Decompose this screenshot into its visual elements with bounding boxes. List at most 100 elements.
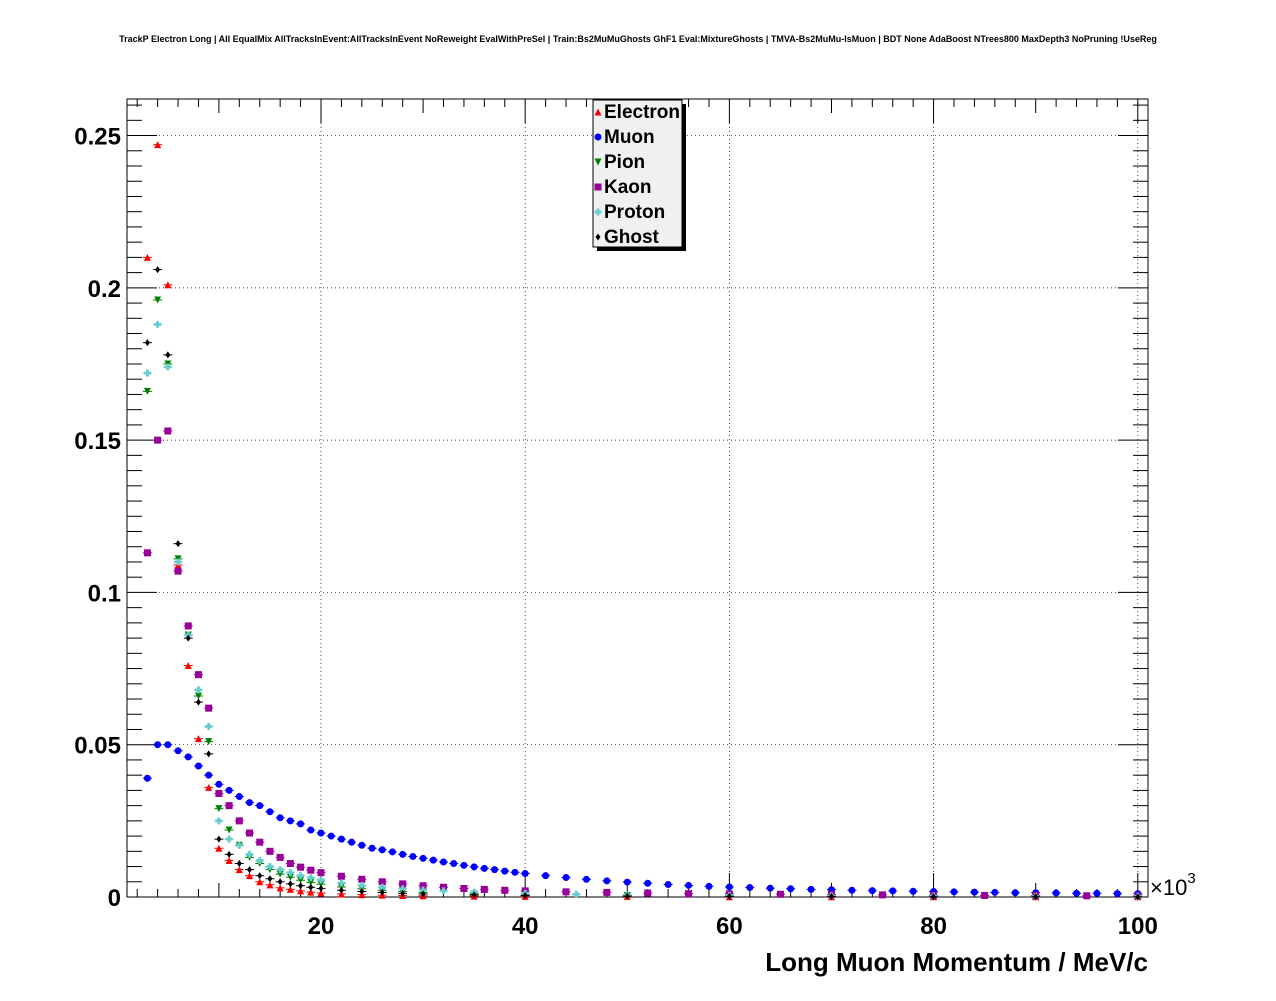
data-point	[726, 892, 732, 900]
data-point	[307, 878, 315, 886]
data-point	[297, 820, 305, 828]
data-point	[246, 850, 254, 858]
data-point	[420, 890, 426, 898]
grid-layer	[127, 99, 1148, 897]
data-point	[450, 859, 458, 867]
data-point	[286, 869, 294, 877]
data-point	[318, 884, 324, 892]
data-point	[981, 891, 989, 899]
data-point	[143, 253, 151, 261]
data-point	[235, 792, 243, 800]
data-point	[828, 892, 834, 900]
y-tick-label: 0.25	[74, 124, 121, 151]
data-point	[542, 872, 550, 880]
data-point	[522, 891, 528, 899]
data-point	[174, 567, 182, 575]
data-point	[317, 876, 325, 884]
data-point	[378, 878, 386, 886]
data-point	[491, 866, 499, 874]
data-point	[143, 369, 151, 377]
data-point	[562, 888, 570, 896]
data-point	[440, 858, 448, 866]
data-point	[368, 844, 376, 852]
data-point	[225, 826, 233, 834]
data-point	[378, 846, 386, 854]
legend-marker-kaon	[594, 183, 602, 191]
axis-layer: 20 40 60 80 100 0 0.05 0.1 0.15 0.2 0.25	[74, 99, 1158, 940]
data-point	[644, 889, 652, 897]
data-point	[879, 891, 887, 899]
legend-label-muon: Muon	[604, 127, 655, 148]
data-point	[286, 873, 294, 881]
data-point	[194, 686, 202, 694]
data-point	[931, 893, 937, 901]
data-point	[215, 844, 223, 852]
data-point	[471, 891, 477, 899]
data-point	[235, 866, 243, 874]
data-point	[378, 883, 386, 891]
data-point	[164, 427, 172, 435]
data-point	[419, 854, 427, 862]
data-point	[205, 704, 213, 712]
data-point	[348, 838, 356, 846]
data-point	[286, 817, 294, 825]
data-point	[1083, 892, 1091, 900]
data-point	[337, 890, 345, 898]
data-point	[246, 872, 254, 880]
data-point	[358, 875, 366, 883]
data-point	[246, 829, 254, 837]
data-point	[256, 838, 264, 846]
data-point	[215, 789, 223, 797]
data-point	[460, 884, 468, 892]
y-tick-label: 0.2	[88, 276, 121, 303]
data-point	[276, 870, 284, 878]
data-point	[848, 886, 856, 894]
data-point	[440, 883, 448, 891]
x-tick-label: 80	[920, 913, 947, 940]
data-point	[338, 886, 344, 894]
data-point	[705, 882, 713, 890]
y-tick-label: 0.05	[74, 733, 121, 760]
y-tick-label: 0	[108, 885, 121, 912]
data-point	[807, 885, 815, 893]
x-tick-label: 60	[716, 913, 743, 940]
data-point	[307, 826, 315, 834]
data-point	[889, 887, 897, 895]
data-point	[950, 888, 958, 896]
data-point	[644, 879, 652, 887]
data-point	[1011, 889, 1019, 897]
legend-label-pion: Pion	[604, 152, 645, 173]
data-point	[327, 832, 335, 840]
data-point	[399, 880, 407, 888]
legend-marker-proton	[594, 208, 602, 216]
data-point	[184, 753, 192, 761]
data-point	[194, 692, 202, 700]
data-point	[298, 882, 304, 890]
data-layer	[142, 141, 1143, 901]
data-point	[409, 852, 417, 860]
data-point	[206, 750, 212, 758]
data-point	[970, 888, 978, 896]
data-point	[184, 662, 192, 670]
data-point	[297, 863, 305, 871]
data-point	[256, 802, 264, 810]
data-point	[725, 883, 733, 891]
data-point	[603, 877, 611, 885]
data-point	[205, 738, 213, 746]
data-point	[685, 890, 693, 898]
data-point	[307, 874, 315, 882]
data-point	[400, 889, 406, 897]
data-point	[868, 887, 876, 895]
data-point	[235, 817, 243, 825]
data-point	[337, 835, 345, 843]
data-point	[215, 817, 223, 825]
data-point	[297, 872, 305, 880]
data-point	[521, 870, 529, 878]
data-point	[419, 886, 427, 894]
data-point	[266, 847, 274, 855]
data-point	[429, 856, 437, 864]
x-multiplier-base: ×10	[1150, 875, 1187, 900]
data-point	[266, 863, 274, 871]
x-tick-label: 20	[308, 913, 335, 940]
